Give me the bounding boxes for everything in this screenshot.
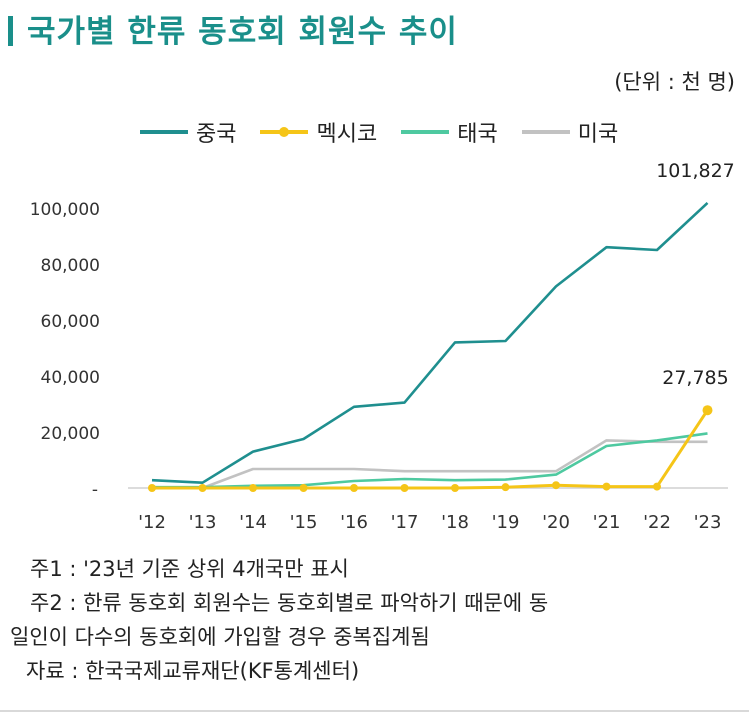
- series-point-mexico: [400, 484, 409, 492]
- x-tick-label: '20: [542, 512, 570, 533]
- y-tick-label: 60,000: [41, 312, 100, 332]
- series-point-mexico: [198, 484, 207, 492]
- title-accent-bar: [8, 16, 13, 46]
- series-line-thailand: [152, 432, 708, 489]
- series-line-mexico: [152, 409, 709, 490]
- legend-item-china: 중국: [140, 116, 236, 148]
- x-tick-label: '13: [189, 512, 217, 533]
- note-1: 주1 : '23년 기준 상위 4개국만 표시: [30, 557, 349, 581]
- x-tick-label: '15: [290, 512, 318, 533]
- x-tick-label: '17: [391, 512, 419, 533]
- y-tick-label: -: [92, 480, 98, 500]
- series-point-mexico: [249, 484, 257, 492]
- series-line-usa: [152, 439, 708, 490]
- x-tick-label: '18: [441, 512, 469, 533]
- legend-item-usa: 미국: [521, 116, 619, 148]
- data-label-china: 101,827: [656, 160, 735, 182]
- legend-item-thailand: 태국: [401, 116, 498, 148]
- series-point-mexico: [552, 481, 560, 490]
- x-tick-label: '14: [239, 512, 267, 533]
- series-point-mexico: [299, 484, 308, 492]
- series-point-mexico: [602, 482, 611, 491]
- x-tick-label: '12: [138, 512, 166, 533]
- legend-swatch-usa: [521, 130, 570, 134]
- chart-legend: 중국 멕시코 태국 미국: [140, 116, 618, 148]
- bottom-divider: [0, 710, 749, 712]
- y-tick-label: 20,000: [41, 424, 100, 444]
- series-point-mexico: [350, 484, 358, 492]
- legend-label-usa: 미국: [577, 122, 619, 147]
- series-point-mexico: [148, 484, 156, 492]
- legend-label-thailand: 태국: [457, 122, 498, 147]
- line-chart: - 20,000 40,000 60,000 80,000 100,000 '12 '13 '1…: [30, 160, 735, 533]
- x-tick-label: '21: [593, 512, 621, 533]
- legend-swatch-china: [140, 130, 188, 134]
- x-tick-label: '16: [340, 512, 368, 533]
- note-2-continued: 일인이 다수의 동호회에 가입할 경우 중복집계됨: [10, 625, 430, 649]
- page-title: 국가별 한류 동호회 회원수 추이: [8, 6, 458, 51]
- series-point-mexico: [653, 482, 661, 491]
- legend-swatch-mexico: [260, 127, 309, 137]
- data-label-mexico: 27,785: [662, 367, 728, 389]
- y-tick-label: 80,000: [41, 256, 100, 276]
- title-text: 국가별 한류 동호회 회원수 추이: [27, 14, 458, 50]
- y-tick-label: 40,000: [41, 368, 100, 388]
- notes-section: 주1 : '23년 기준 상위 4개국만 표시 주2 : 한류 동호회 회원수는…: [0, 552, 749, 688]
- source-note: 자료 : 한국국제교류재단(KF통계센터): [26, 659, 360, 683]
- x-tick-label: '22: [643, 512, 671, 533]
- legend-swatch-thailand: [401, 130, 450, 134]
- series-line-china: [151, 201, 709, 485]
- legend-label-mexico: 멕시코: [316, 122, 378, 147]
- x-tick-label: '19: [492, 512, 520, 533]
- legend-label-china: 중국: [196, 122, 237, 147]
- legend-item-mexico: 멕시코: [260, 116, 377, 148]
- y-tick-label: 100,000: [30, 200, 100, 220]
- series-point-mexico: [501, 483, 510, 492]
- x-tick-label: '23: [694, 512, 722, 533]
- note-2: 주2 : 한류 동호회 회원수는 동호회별로 파악하기 때문에 동: [30, 591, 549, 615]
- unit-label: (단위 : 천 명): [614, 70, 735, 94]
- series-point-mexico: [702, 405, 713, 416]
- series-point-mexico: [451, 484, 459, 492]
